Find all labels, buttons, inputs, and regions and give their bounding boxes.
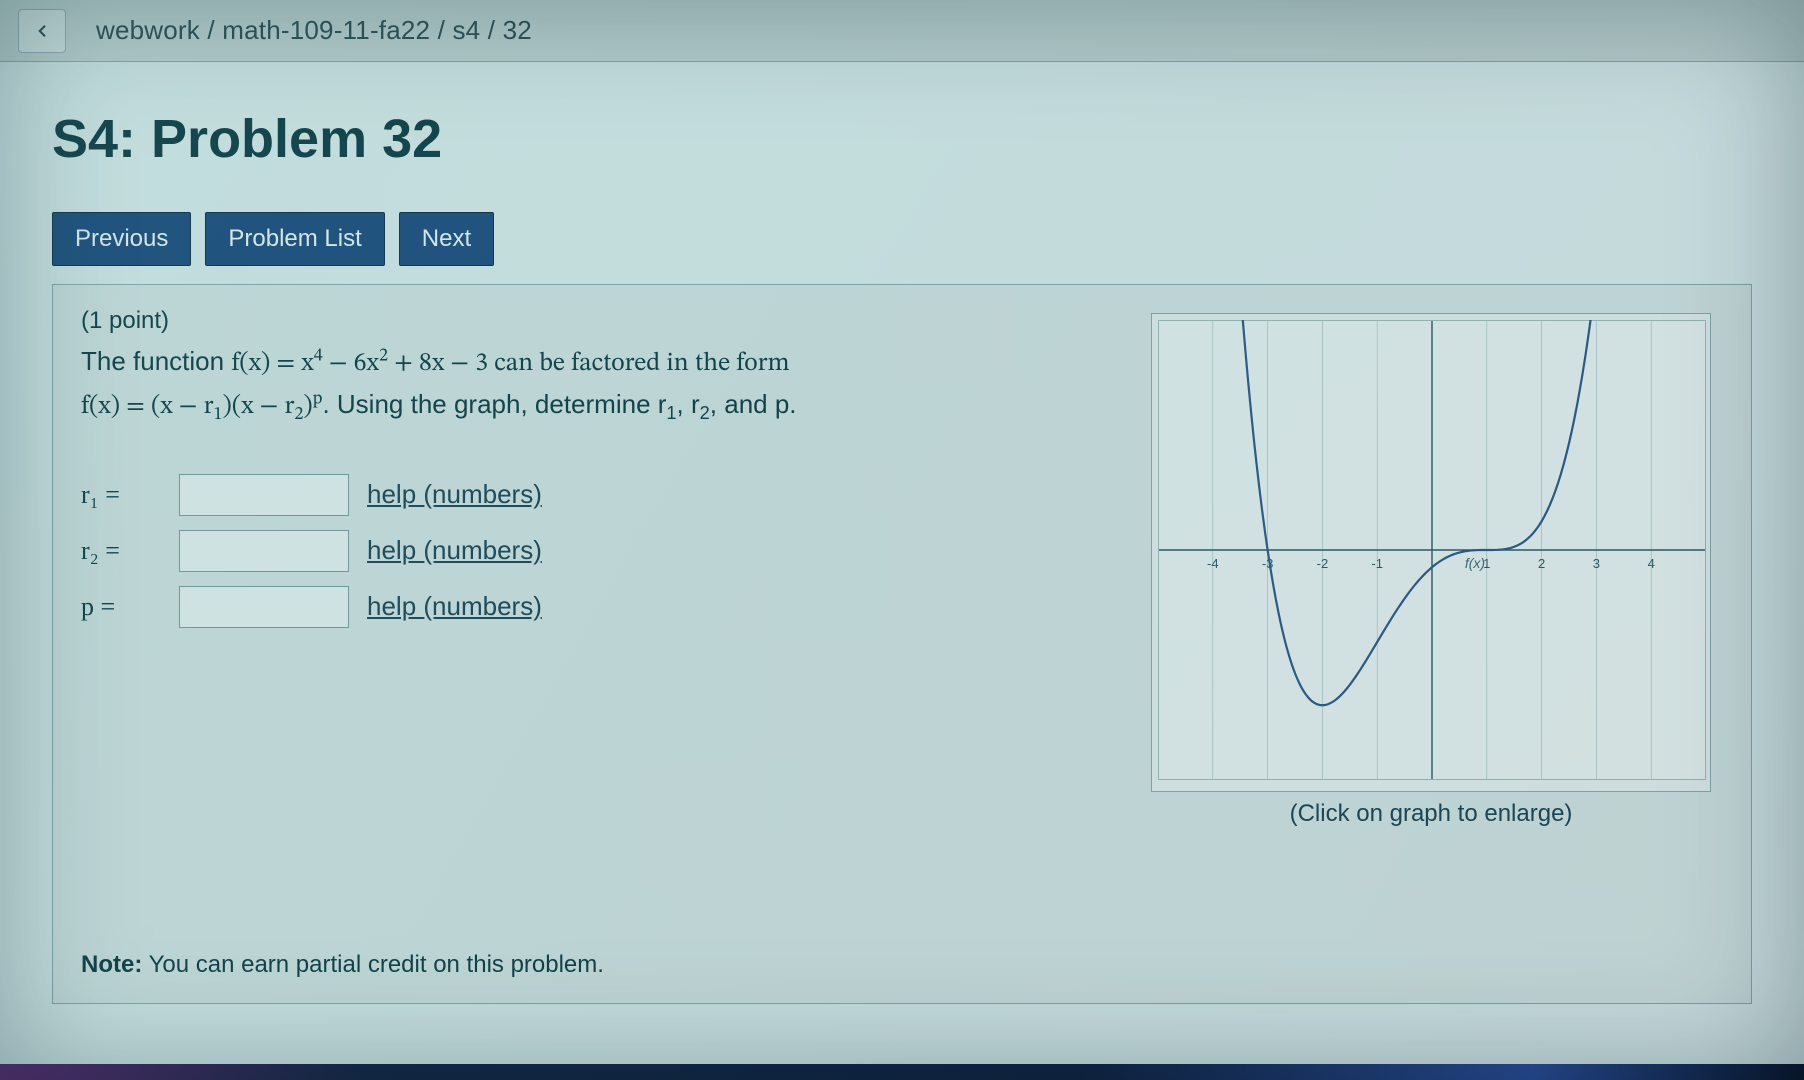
next-button[interactable]: Next (399, 212, 494, 266)
back-button[interactable] (18, 9, 66, 53)
problem-panel: (1 point) The function f(x) = x4 − 6x2 +… (52, 284, 1752, 1004)
math-sup-p: p (313, 391, 323, 409)
graph-card: -4-3-2-11234f(x) (Click on graph to enla… (1151, 313, 1711, 828)
math-fx: f(x) = x (231, 351, 313, 377)
prose-l2post: . Using the graph, determine r (322, 389, 666, 419)
r1-label: r₁ = (81, 480, 161, 510)
breadcrumb-bar: webwork / math-109-11-fa22 / s4 / 32 (0, 0, 1804, 62)
svg-text:3: 3 (1593, 556, 1600, 571)
svg-text:4: 4 (1648, 556, 1655, 571)
problem-statement: The function f(x) = x4 − 6x2 + 8x − 3 ca… (81, 341, 981, 430)
partial-credit-note: Note: You can earn partial credit on thi… (81, 951, 604, 979)
r2-label: r₂ = (81, 536, 161, 566)
main-content: S4: Problem 32 Previous Problem List Nex… (0, 62, 1804, 1050)
taskbar-sliver (0, 1064, 1804, 1080)
math-l2pre: f(x) = (x − r (81, 394, 214, 420)
r1-input[interactable] (179, 474, 349, 516)
r2-input[interactable] (179, 530, 349, 572)
graph-svg: -4-3-2-11234f(x) (1158, 320, 1706, 780)
svg-text:2: 2 (1538, 556, 1545, 571)
math-expr-2: f(x) = (x − r1)(x − r2)p (81, 394, 322, 420)
prose-and: , r (677, 389, 700, 419)
svg-text:-1: -1 (1371, 556, 1383, 571)
prose-text: The function (81, 346, 231, 376)
math-sup-4: 4 (314, 347, 323, 365)
math-rparen: ) (303, 394, 312, 420)
graph-caption[interactable]: (Click on graph to enlarge) (1151, 800, 1711, 828)
math-sub-1: 1 (214, 406, 223, 424)
chevron-left-icon (33, 22, 51, 40)
p-label: p = (81, 592, 161, 622)
breadcrumb[interactable]: webwork / math-109-11-fa22 / s4 / 32 (96, 15, 532, 46)
svg-text:-4: -4 (1207, 556, 1219, 571)
note-label: Note: (81, 951, 142, 978)
math-l2mid: )(x − r (223, 394, 295, 420)
p-input[interactable] (179, 586, 349, 628)
math-expr: f(x) = x4 − 6x2 + 8x − 3 can be factored… (231, 351, 789, 377)
svg-text:-2: -2 (1317, 556, 1329, 571)
math-rest1: − 6x (323, 351, 379, 377)
previous-button[interactable]: Previous (52, 212, 191, 266)
sub-2b: 2 (700, 403, 710, 423)
problem-nav: Previous Problem List Next (52, 212, 1752, 266)
prose-end: , and p. (710, 389, 797, 419)
svg-text:f(x): f(x) (1465, 555, 1485, 571)
math-sup-2: 2 (379, 347, 388, 365)
math-tail: + 8x − 3 can be factored in the form (388, 351, 790, 377)
svg-text:-3: -3 (1262, 556, 1274, 571)
note-text: You can earn partial credit on this prob… (142, 951, 604, 978)
problem-list-button[interactable]: Problem List (205, 212, 384, 266)
page-title: S4: Problem 32 (52, 108, 1752, 170)
graph-frame[interactable]: -4-3-2-11234f(x) (1151, 313, 1711, 792)
sub-1b: 1 (666, 403, 676, 423)
